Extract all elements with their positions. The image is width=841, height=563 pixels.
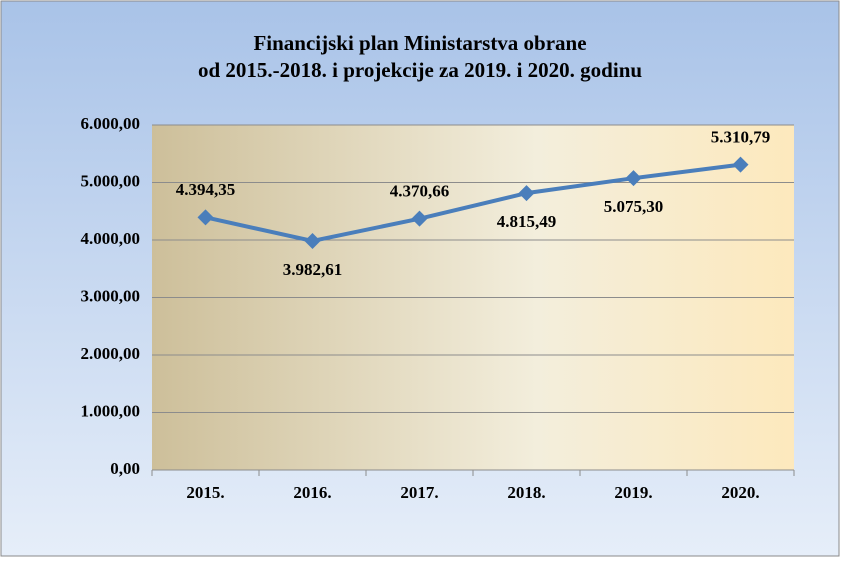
y-tick-label: 0,00 [110, 459, 140, 478]
data-label: 5.310,79 [711, 128, 771, 147]
marker [732, 156, 749, 173]
y-tick-label: 2.000,00 [81, 344, 141, 363]
marker [518, 185, 535, 202]
data-label: 4.394,35 [176, 180, 236, 199]
chart-title: Financijski plan Ministarstva obrane [253, 31, 586, 55]
x-tick-label: 2016. [293, 483, 331, 502]
x-tick-label: 2017. [400, 483, 438, 502]
marker [197, 209, 214, 226]
data-label: 5.075,30 [604, 197, 664, 216]
data-label: 3.982,61 [283, 260, 343, 279]
x-tick-label: 2018. [507, 483, 545, 502]
chart-title: od 2015.-2018. i projekcije za 2019. i 2… [198, 58, 642, 82]
x-tick-label: 2019. [614, 483, 652, 502]
y-tick-label: 6.000,00 [81, 114, 141, 133]
y-tick-label: 3.000,00 [81, 286, 141, 305]
series-line [205, 162, 741, 244]
data-label: 4.815,49 [497, 212, 557, 231]
marker [304, 232, 321, 249]
y-tick-label: 1.000,00 [81, 401, 141, 420]
marker [625, 170, 642, 187]
data-label: 4.370,66 [390, 182, 450, 201]
x-tick-label: 2020. [721, 483, 759, 502]
x-tick-label: 2015. [186, 483, 224, 502]
marker [411, 210, 428, 227]
y-tick-label: 5.000,00 [81, 171, 141, 190]
y-tick-label: 4.000,00 [81, 229, 141, 248]
